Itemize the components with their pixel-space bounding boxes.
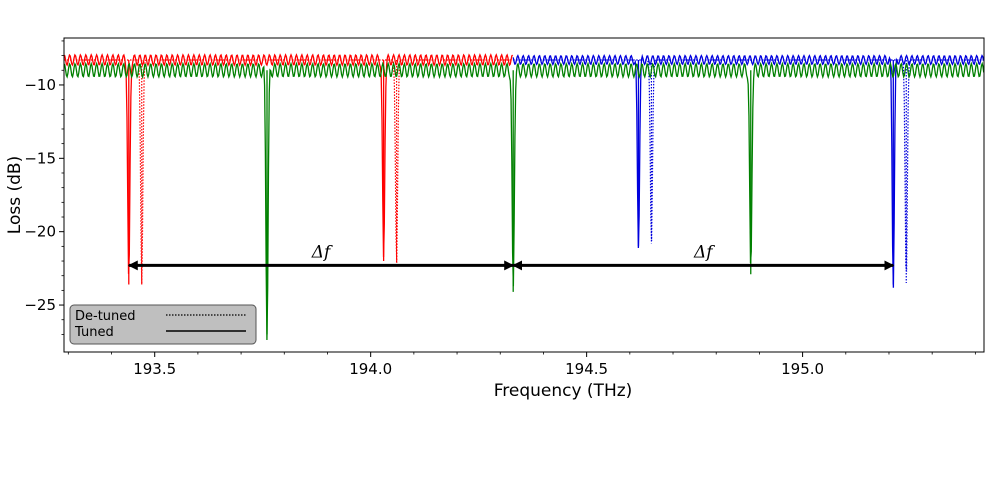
y-tick-label: −15 — [24, 149, 56, 167]
detuned-trace-red — [64, 59, 513, 285]
trace-group — [64, 53, 984, 340]
x-tick-label: 195.0 — [781, 360, 824, 378]
y-tick-label: −20 — [24, 223, 56, 241]
x-tick-label: 194.5 — [565, 360, 608, 378]
y-tick-label: −10 — [24, 76, 56, 94]
x-tick-label: 193.5 — [133, 360, 176, 378]
legend-label-tuned: Tuned — [74, 325, 114, 340]
x-axis-label: Frequency (THz) — [494, 381, 633, 401]
y-tick-label: −25 — [24, 296, 56, 314]
tuned-trace-blue — [512, 53, 984, 288]
legend-label-detuned: De-tuned — [75, 309, 136, 324]
y-axis-label: Loss (dB) — [5, 156, 25, 234]
tuned-trace-red — [64, 53, 514, 274]
annotation-group: Δf Δf — [127, 242, 895, 271]
detuned-trace-blue — [513, 59, 984, 272]
plot-frame — [63, 37, 985, 353]
legend: De-tuned Tuned — [69, 304, 257, 345]
x-tick-label: 194.0 — [349, 360, 392, 378]
delta-f-label: Δf — [311, 242, 333, 262]
tuned-trace-green — [64, 61, 984, 340]
y-axis: −10 −15 −20 −25 — [24, 40, 64, 335]
x-axis: 193.5 194.0 194.5 195.0 — [67, 352, 976, 378]
delta-f-label: Δf — [693, 242, 715, 262]
